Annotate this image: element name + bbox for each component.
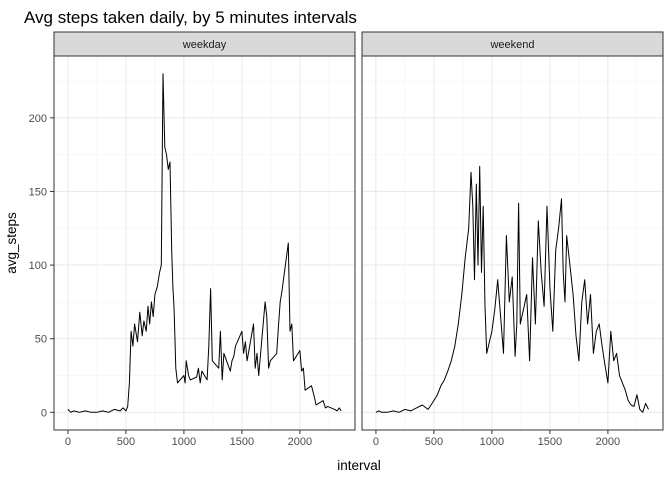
facet-strip-label: weekend [489, 39, 534, 51]
y-tick-label: 150 [29, 186, 47, 198]
x-tick-label: 1500 [538, 436, 562, 448]
x-tick-label: 1500 [230, 436, 254, 448]
panel-border [361, 55, 664, 431]
x-tick-label: 0 [65, 436, 71, 448]
panel-border [53, 55, 356, 431]
series-line-weekday [67, 73, 342, 413]
x-axis-title: interval [337, 458, 381, 473]
x-tick-label: 2000 [596, 436, 620, 448]
facet-panels: weekday 0 500 1000 1500 2000 0 50 100 150 200 weeke… [29, 31, 664, 448]
facet-panel-weekend: weekend 0 500 1000 1500 2000 [361, 31, 664, 448]
x-tick-label: 2000 [288, 436, 312, 448]
chart-title: Avg steps taken daily, by 5 minutes inte… [24, 8, 357, 27]
facet-panel-weekday: weekday 0 500 1000 1500 2000 0 50 100 150 200 [29, 31, 356, 448]
y-tick-label: 100 [29, 260, 47, 272]
x-tick-label: 500 [117, 436, 135, 448]
y-axis-title: avg_steps [4, 212, 19, 274]
x-tick-label: 1000 [172, 436, 196, 448]
x-tick-label: 500 [425, 436, 443, 448]
y-tick-label: 0 [41, 407, 47, 419]
facet-strip [361, 31, 664, 57]
facet-strip [53, 31, 356, 57]
x-tick-label: 1000 [480, 436, 504, 448]
y-tick-label: 50 [35, 334, 47, 346]
y-tick-label: 200 [29, 113, 47, 125]
facet-strip-label: weekday [182, 39, 227, 51]
series-line-weekend [375, 165, 649, 413]
x-tick-label: 0 [373, 436, 379, 448]
